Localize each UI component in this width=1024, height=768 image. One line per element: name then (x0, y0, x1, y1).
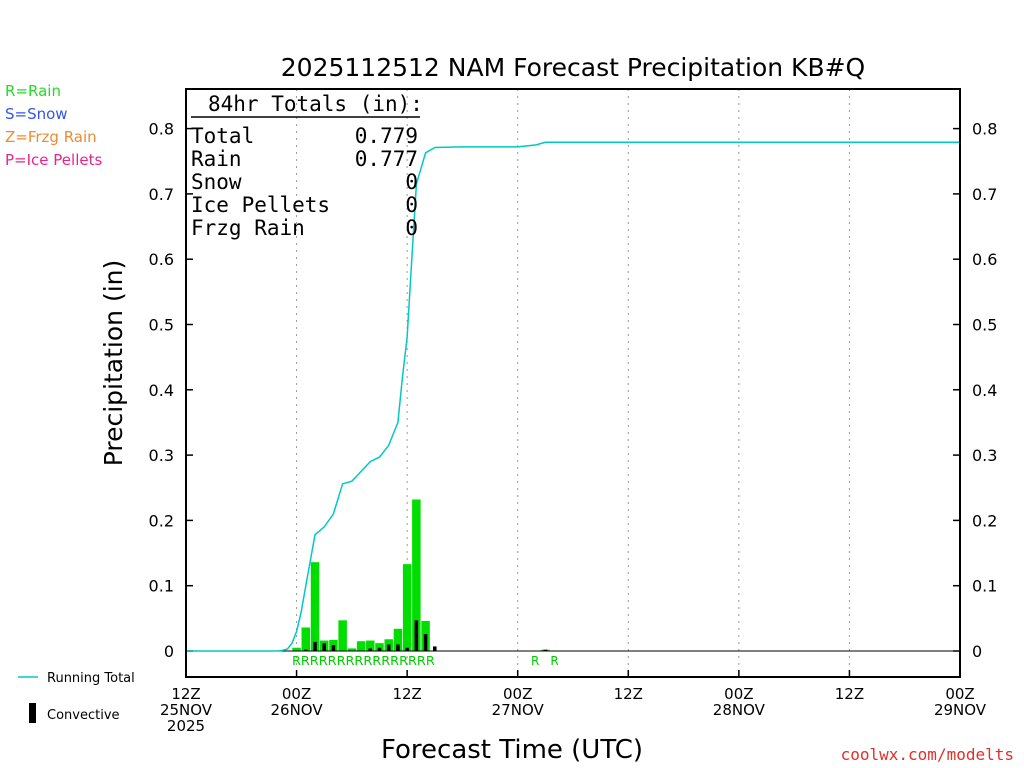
plot-frame (185, 88, 961, 678)
convective-bar-6 (386, 644, 391, 651)
convective-bar-0 (304, 649, 308, 651)
ptype-label-1: R (531, 654, 539, 668)
convective-legend-swatch (29, 703, 36, 723)
xtick-label-0-1: 25NOV (160, 701, 213, 719)
totals-row-label-0: Total (191, 124, 254, 148)
ytick-left-label-3: 0.3 (149, 446, 174, 465)
xtick-label-7-1: 29NOV (934, 701, 987, 719)
type-legend-item-3: P=Ice Pellets (5, 151, 102, 169)
xtick-label-3-1: 27NOV (492, 701, 545, 719)
convective-bar-7 (396, 644, 400, 651)
ytick-left-label-1: 0.1 (149, 577, 174, 596)
precip-bar-12 (402, 564, 412, 651)
precip-bar-0 (292, 647, 301, 651)
series-legend: Running Total Convective (18, 671, 135, 723)
convective-bar-4 (368, 648, 373, 651)
ytick-right-label-5: 0.5 (972, 316, 997, 335)
vertical-gridlines (296, 89, 850, 677)
xtick-label-2-0: 12Z (392, 685, 421, 703)
precip-bar-8 (366, 640, 375, 651)
ytick-right-label-3: 0.3 (972, 446, 997, 465)
precip-bar-11 (393, 628, 403, 651)
ytick-left-label-8: 0.8 (149, 120, 174, 139)
totals-row-label-3: Ice Pellets (191, 193, 330, 217)
x-axis-label: Forecast Time (UTC) (381, 735, 643, 765)
convective-bar-2 (322, 643, 326, 651)
xtick-label-4-0: 12Z (614, 685, 643, 703)
precip-bar-2 (310, 562, 320, 651)
precip-bar-13 (412, 499, 421, 651)
xtick-label-5-0: 00Z (724, 685, 753, 703)
ytick-right-label-2: 0.2 (972, 511, 997, 530)
xtick-label-0-0: 12Z (171, 685, 200, 703)
convective-bar-8 (405, 647, 409, 651)
ytick-left-label-4: 0.4 (149, 381, 174, 400)
ytick-right-label-7: 0.7 (972, 185, 997, 204)
convective-bar-11 (433, 646, 437, 651)
type-legend-item-1: S=Snow (5, 105, 68, 123)
ytick-left-label-5: 0.5 (149, 316, 174, 335)
precip-type-legend: R=Rain S=Snow Z=Frzg Rain P=Ice Pellets (5, 82, 102, 169)
totals-row-label-4: Frzg Rain (191, 216, 305, 240)
convective-bars (304, 620, 548, 651)
totals-row-value-4: 0 (405, 216, 418, 240)
precip-bar-9 (375, 643, 384, 651)
totals-row-value-0: 0.779 (355, 124, 418, 148)
precip-bar-5 (338, 620, 347, 651)
convective-bar-9 (414, 620, 419, 651)
chart-title: 2025112512 NAM Forecast Precipitation KB… (281, 53, 865, 82)
ytick-right-label-4: 0.4 (972, 381, 997, 400)
ptype-label-0: RRRRRRRRRRRRRRRR (292, 654, 435, 668)
y-axis-label: Precipitation (in) (99, 260, 128, 467)
convective-bar-3 (331, 645, 336, 651)
ytick-right-label-1: 0.1 (972, 577, 997, 596)
xtick-label-6-0: 12Z (835, 685, 864, 703)
precip-bar-6 (347, 648, 357, 651)
precip-bar-1 (301, 627, 311, 651)
convective-bar-5 (377, 647, 382, 651)
y-axis-ticks: 0 00.1 0.10.2 0.20.3 0.30.4 0.40.5 0.50.6 0.60.… (149, 120, 998, 661)
convective-bar-10 (423, 634, 428, 651)
totals-row-label-2: Snow (191, 170, 242, 194)
convective-bar-12 (543, 649, 548, 651)
totals-row-label-1: Rain (191, 147, 242, 171)
xtick-label-0-2: 2025 (167, 717, 205, 735)
ytick-left-label-2: 0.2 (149, 511, 174, 530)
convective-legend-label: Convective (47, 708, 120, 723)
running-total-legend-label: Running Total (47, 671, 135, 686)
totals-header: 84hr Totals (in): (208, 92, 423, 116)
precip-bars (292, 499, 550, 651)
xtick-label-1-0: 00Z (282, 685, 311, 703)
xtick-label-7-0: 00Z (945, 685, 974, 703)
ytick-right-label-6: 0.6 (972, 250, 997, 269)
type-legend-item-2: Z=Frzg Rain (5, 128, 97, 146)
running-total-line (186, 141, 960, 652)
totals-box: 84hr Totals (in): Total 0.779 Rain 0.777 Sno… (191, 92, 423, 240)
ytick-left-label-0: 0 (164, 642, 174, 661)
totals-row-value-2: 0 (405, 170, 418, 194)
type-legend-item-0: R=Rain (5, 82, 61, 100)
xtick-label-5-1: 28NOV (713, 701, 766, 719)
xtick-label-3-0: 00Z (503, 685, 532, 703)
totals-row-value-1: 0.777 (355, 147, 418, 171)
totals-row-value-3: 0 (405, 193, 418, 217)
convective-bar-1 (313, 641, 317, 651)
ptype-label-2: R (550, 654, 558, 668)
running-total-polyline (186, 141, 960, 652)
precip-bar-7 (356, 641, 366, 651)
credit-text: coolwx.com/modelts (841, 745, 1014, 764)
ytick-right-label-8: 0.8 (972, 120, 997, 139)
xtick-label-1-1: 26NOV (271, 701, 324, 719)
ytick-left-label-7: 0.7 (149, 185, 174, 204)
ytick-left-label-6: 0.6 (149, 250, 174, 269)
precip-type-labels: RRRRRRRRRRRRRRRR R R (292, 654, 559, 668)
ytick-right-label-0: 0 (972, 642, 982, 661)
